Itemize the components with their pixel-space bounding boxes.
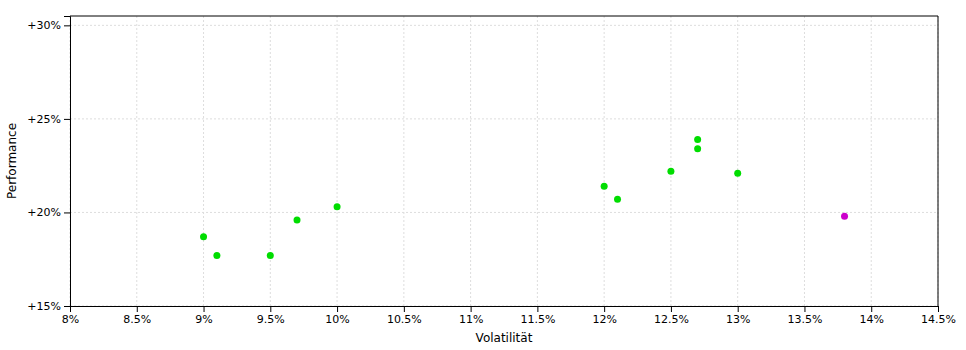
tick: +20% (27, 206, 70, 219)
tick-label: 13% (726, 313, 750, 326)
tick: +25% (27, 113, 70, 126)
axis-line (64, 17, 71, 307)
grid-line (70, 118, 938, 119)
tick-mark (337, 306, 338, 312)
tick: 12% (592, 306, 616, 326)
tick-mark (804, 306, 805, 312)
tick-label: +25% (27, 113, 61, 126)
points (200, 136, 848, 259)
grid-line (270, 16, 271, 306)
tick-mark (471, 306, 472, 312)
tick-label: 13.5% (787, 313, 822, 326)
tick-mark (64, 306, 70, 307)
x-axis-title: Volatilität (476, 331, 533, 345)
tick-label: +15% (27, 300, 61, 313)
chart: 8% 8.5% 9% 9.5% 10% 10.5% 11% 11.5% 12% 12.5% 13% 1… (0, 0, 966, 350)
tick-label: 14.5% (921, 313, 956, 326)
tick: 12.5% (654, 306, 689, 326)
grid-line (70, 212, 938, 213)
point (614, 196, 621, 203)
series (200, 136, 741, 259)
tick: 9.5% (257, 306, 285, 326)
tick-label: 12% (592, 313, 616, 326)
tick-mark (738, 306, 739, 312)
point (294, 216, 301, 223)
grid-line (470, 16, 471, 306)
grid-line (737, 16, 738, 306)
grid-line (604, 16, 605, 306)
tick: 10.5% (387, 306, 422, 326)
plot: 8% 8.5% 9% 9.5% 10% 10.5% 11% 11.5% 12% 12.5% 13% 1… (27, 16, 956, 326)
tick-label: 8.5% (123, 313, 151, 326)
frame (70, 16, 938, 17)
tick-mark (671, 306, 672, 312)
tick-mark (64, 212, 70, 213)
point (841, 213, 848, 220)
axis-line (71, 307, 939, 313)
tick-mark (871, 306, 872, 312)
tick-mark (64, 25, 70, 26)
grid-line (537, 16, 538, 306)
tick: 11% (459, 306, 483, 326)
x-axis: 8% 8.5% 9% 9.5% 10% 10.5% 11% 11.5% 12% 12.5% 13% 1… (62, 306, 956, 326)
grid-line (938, 16, 939, 306)
tick: 10% (325, 306, 349, 326)
tick-mark (64, 119, 70, 120)
grid-line (871, 16, 872, 306)
tick: 14% (860, 306, 884, 326)
grid (70, 16, 938, 306)
y-axis-title: Performance (5, 123, 19, 199)
point (213, 252, 220, 259)
tick: 14.5% (921, 306, 956, 326)
point (601, 183, 608, 190)
tick-mark (404, 306, 405, 312)
grid-line (70, 25, 938, 26)
tick-label: 14% (860, 313, 884, 326)
tick-label: 9.5% (257, 313, 285, 326)
tick: 13% (726, 306, 750, 326)
grid-line (136, 16, 137, 306)
y-axis: +15% +20% +25% +30% (27, 17, 70, 314)
tick-label: 8% (62, 313, 79, 326)
tick-label: 9% (195, 313, 212, 326)
tick: +30% (27, 19, 70, 32)
tick-mark (137, 306, 138, 312)
tick-label: 12.5% (654, 313, 689, 326)
tick-mark (604, 306, 605, 312)
tick-mark (204, 306, 205, 312)
tick: 8.5% (123, 306, 151, 326)
point (694, 136, 701, 143)
grid-line (670, 16, 671, 306)
point (667, 168, 674, 175)
grid-line (804, 16, 805, 306)
tick: +15% (27, 300, 70, 313)
point (267, 252, 274, 259)
point (200, 233, 207, 240)
tick: 9% (195, 306, 212, 326)
grid-line (203, 16, 204, 306)
point (334, 203, 341, 210)
frame (938, 16, 939, 306)
point (694, 145, 701, 152)
tick-label: 10.5% (387, 313, 422, 326)
tick-label: 11% (459, 313, 483, 326)
tick-mark (270, 306, 271, 312)
tick: 13.5% (787, 306, 822, 326)
tick-label: +30% (27, 19, 61, 32)
tick-label: 11.5% (520, 313, 555, 326)
series (841, 213, 848, 220)
grid-line (403, 16, 404, 306)
tick: 8% (62, 306, 79, 326)
tick-label: 10% (325, 313, 349, 326)
tick-label: +20% (27, 206, 61, 219)
grid-line (337, 16, 338, 306)
tick-mark (537, 306, 538, 312)
tick-mark (938, 306, 939, 312)
point (734, 170, 741, 177)
tick: 11.5% (520, 306, 555, 326)
